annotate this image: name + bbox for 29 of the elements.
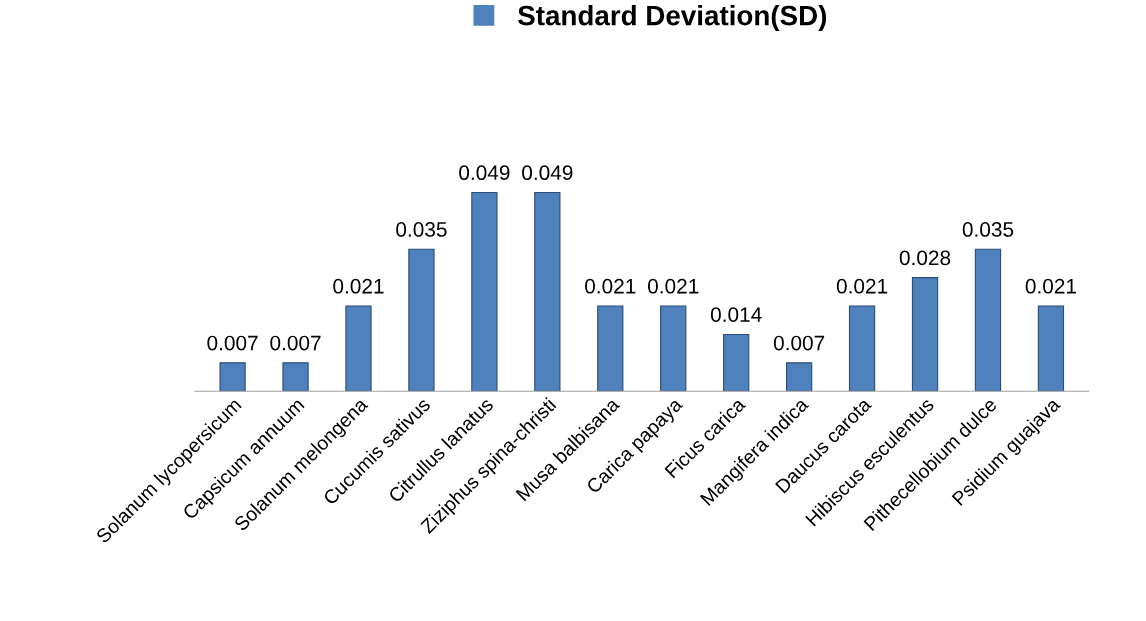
bar [219,362,246,392]
data-label: 0.028 [899,250,951,266]
data-label: 0.049 [459,165,510,181]
data-label: 0.007 [270,335,321,351]
bar [597,305,624,392]
data-label: 0.021 [333,278,384,294]
bar [723,333,750,392]
bar [471,191,498,392]
bar [974,248,1002,392]
data-label: 0.049 [522,165,573,181]
data-label: 0.021 [1025,278,1076,294]
data-label: 0.014 [710,307,762,322]
data-label: 0.021 [836,278,888,294]
bar [408,248,435,392]
bar [660,305,687,392]
bar [345,305,372,392]
data-label: 0.007 [773,335,825,351]
data-label: 0.007 [207,335,258,351]
bar [785,362,813,392]
bar [1037,305,1065,392]
data-label: 0.035 [962,222,1014,237]
bar [911,277,939,392]
data-label: 0.035 [396,222,447,237]
legend-label: Standard Deviation(SD) [518,5,827,31]
data-label: 0.021 [647,278,699,294]
data-label: 0.021 [585,278,636,294]
bar [282,362,309,392]
bar [848,305,876,392]
bar [534,191,561,392]
